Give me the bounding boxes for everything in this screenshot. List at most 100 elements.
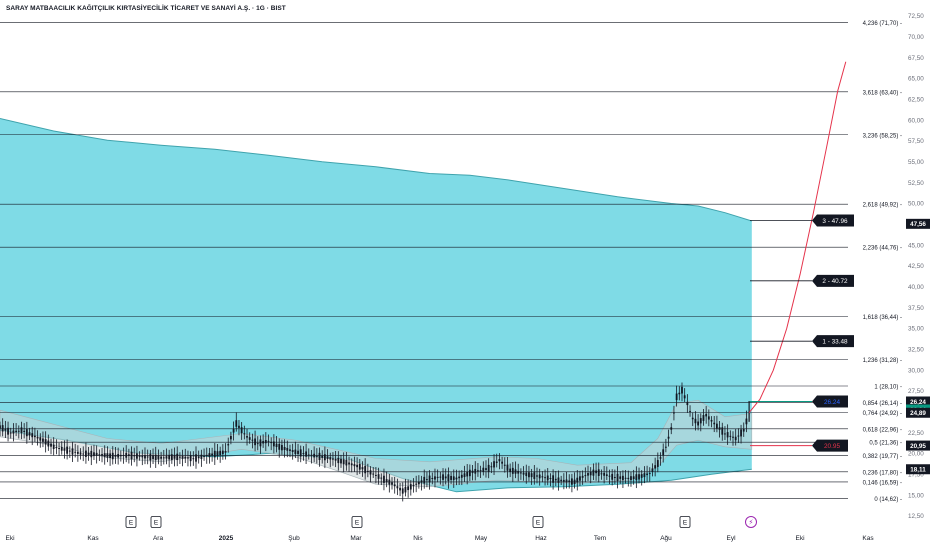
candle-body xyxy=(404,486,407,493)
y-tick-2: 17,50 xyxy=(908,472,924,479)
candle-body xyxy=(366,470,369,472)
candle-body xyxy=(428,475,431,483)
candle-body xyxy=(375,474,377,476)
candle-body xyxy=(635,474,638,481)
candle-body xyxy=(219,450,222,456)
candle-body xyxy=(345,459,348,466)
candle-body xyxy=(31,433,34,438)
y-tick-24: 72,50 xyxy=(908,13,924,20)
candle-body xyxy=(256,443,259,445)
candle-body xyxy=(372,473,375,475)
candle-body xyxy=(356,464,359,468)
candle-body xyxy=(334,458,337,461)
candle-body xyxy=(176,453,179,461)
candle-body xyxy=(528,472,530,478)
candle-body xyxy=(603,472,606,476)
candle-body xyxy=(211,453,214,456)
candle-body xyxy=(399,487,401,491)
candle-body xyxy=(683,395,686,399)
candle-body xyxy=(377,474,380,479)
candle-body xyxy=(605,474,608,476)
candle-body xyxy=(227,444,230,446)
event-marker-bg-4 xyxy=(679,516,691,528)
x-tick-0: Eki xyxy=(5,535,14,542)
candle-body xyxy=(361,467,364,470)
candle-body xyxy=(482,467,485,472)
candle-body xyxy=(289,449,291,451)
fib-label-8: 1 (28,10) - xyxy=(874,385,902,391)
candle-body xyxy=(248,437,251,440)
candle-body xyxy=(490,466,493,468)
candle-body xyxy=(592,469,595,476)
candle-body xyxy=(154,454,157,461)
x-tick-7: May xyxy=(475,535,488,542)
candle-body xyxy=(138,455,141,457)
candle-body xyxy=(85,450,87,457)
candle-body xyxy=(573,479,576,485)
candle-body xyxy=(302,453,305,455)
candle-body xyxy=(562,479,565,482)
candle-body xyxy=(630,476,632,480)
candle-body xyxy=(579,476,581,481)
x-tick-10: Ağu xyxy=(660,535,672,542)
candle-body xyxy=(646,473,648,476)
candle-body xyxy=(178,456,181,458)
fib-label-11: 2,236 (44,76) - xyxy=(863,246,902,252)
candle-body xyxy=(697,421,699,426)
candle-body xyxy=(463,473,466,478)
candle-body xyxy=(122,454,125,456)
fib-label-4: 0,5 (21,36) - xyxy=(869,441,902,447)
event-marker-5: ⚡ xyxy=(749,518,754,526)
price-tag-bg-3 xyxy=(906,407,930,418)
candle-body xyxy=(12,430,15,434)
candle-body xyxy=(436,476,439,478)
candle-body xyxy=(66,446,69,454)
candle-body xyxy=(745,418,748,425)
candle-body xyxy=(673,412,675,414)
candle-body xyxy=(76,451,79,454)
candle-body xyxy=(23,430,26,432)
y-tick-16: 52,50 xyxy=(908,180,924,187)
marker-box-1 xyxy=(812,439,848,452)
price-tag-1: 26,24 xyxy=(910,399,926,406)
candle-body xyxy=(721,427,724,435)
candle-body xyxy=(471,470,474,474)
candle-body xyxy=(536,475,538,477)
x-tick-2: Ara xyxy=(153,535,164,542)
candle-body xyxy=(710,419,713,422)
candle-body xyxy=(305,451,307,457)
candle-body xyxy=(318,452,321,460)
candle-body xyxy=(498,459,501,462)
candle-body xyxy=(474,468,477,474)
candle-body xyxy=(230,435,232,440)
target-label-1: 2 - 40.72 xyxy=(822,278,848,285)
candle-body xyxy=(187,457,189,459)
y-tick-22: 67,50 xyxy=(908,55,924,62)
candle-body xyxy=(63,448,66,451)
candle-body xyxy=(130,451,133,460)
candle-body xyxy=(310,454,313,456)
candle-body xyxy=(348,462,350,465)
candle-body xyxy=(707,416,710,420)
candle-body xyxy=(616,473,619,482)
candle-body xyxy=(184,456,187,459)
fib-label-3: 0,382 (19,77) - xyxy=(863,454,902,460)
candle-body xyxy=(181,456,184,459)
candle-body xyxy=(337,457,340,464)
candle-body xyxy=(737,435,740,437)
candle-body xyxy=(662,449,665,456)
marker-label-0: 26.24 xyxy=(824,399,840,406)
candle-body xyxy=(632,476,635,480)
candle-body xyxy=(152,455,154,460)
fib-label-7: 0,854 (26,14) - xyxy=(863,401,902,407)
candle-body xyxy=(420,480,423,483)
candle-body xyxy=(162,457,165,459)
y-tick-3: 20,00 xyxy=(908,451,924,458)
candle-body xyxy=(439,476,442,478)
candle-body xyxy=(409,484,412,490)
candle-body xyxy=(364,465,367,474)
event-marker-4: E xyxy=(683,519,688,526)
candle-body xyxy=(600,473,603,475)
candle-body xyxy=(286,447,289,451)
candle-body xyxy=(7,427,9,435)
